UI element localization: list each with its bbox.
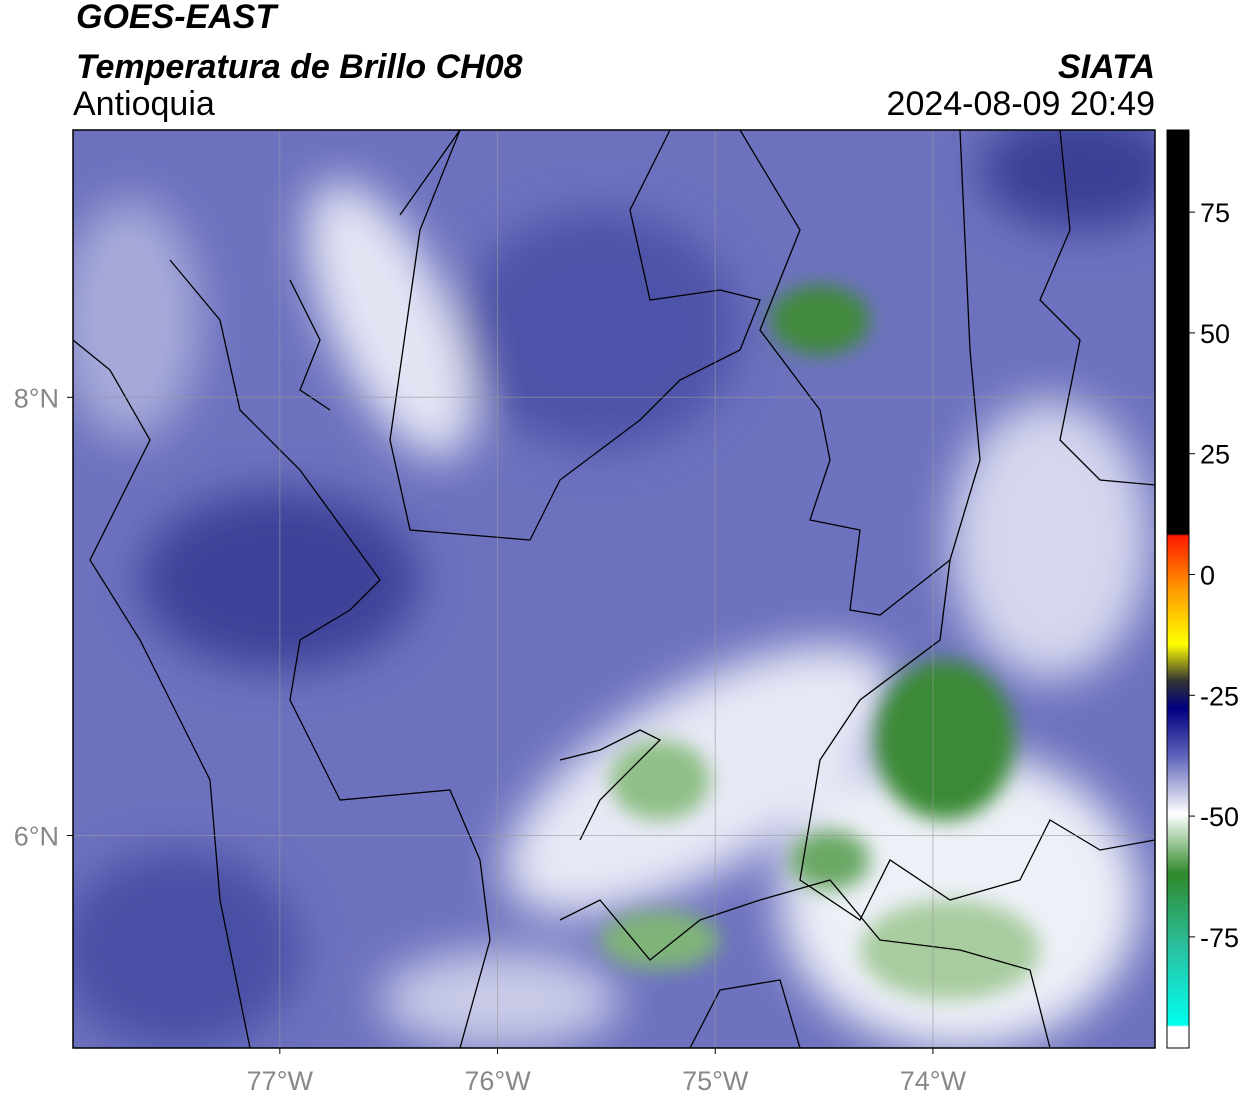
colorbar-tick-label: 50 bbox=[1200, 319, 1230, 349]
colorbar-tick-label: -25 bbox=[1200, 681, 1239, 711]
map-frame bbox=[72, 129, 1156, 1049]
x-tick-label: 76°W bbox=[464, 1066, 531, 1096]
x-tick-label: 77°W bbox=[247, 1066, 314, 1096]
subtitle: Temperatura de Brillo CH08 bbox=[76, 48, 523, 86]
source: SIATA bbox=[1058, 48, 1155, 86]
datetime: 2024-08-09 20:49 bbox=[887, 85, 1155, 123]
grid bbox=[73, 130, 1155, 1048]
region: Antioquia bbox=[73, 85, 215, 123]
x-tick-label: 74°W bbox=[900, 1066, 967, 1096]
colorbar-tick-label: 25 bbox=[1200, 440, 1230, 470]
colorbar-tick-label: -50 bbox=[1200, 802, 1239, 832]
colorbar-tick-label: 0 bbox=[1200, 561, 1215, 591]
y-tick-label: 8°N bbox=[14, 383, 59, 413]
satellite-image bbox=[73, 130, 1155, 1048]
colorbar bbox=[1166, 129, 1190, 1049]
x-tick-label: 75°W bbox=[682, 1066, 749, 1096]
colorbar-tick-label: -75 bbox=[1200, 923, 1239, 953]
y-tick-label: 6°N bbox=[14, 821, 59, 851]
colorbar-tick-label: 75 bbox=[1200, 198, 1230, 228]
title: GOES-EAST bbox=[76, 0, 279, 36]
